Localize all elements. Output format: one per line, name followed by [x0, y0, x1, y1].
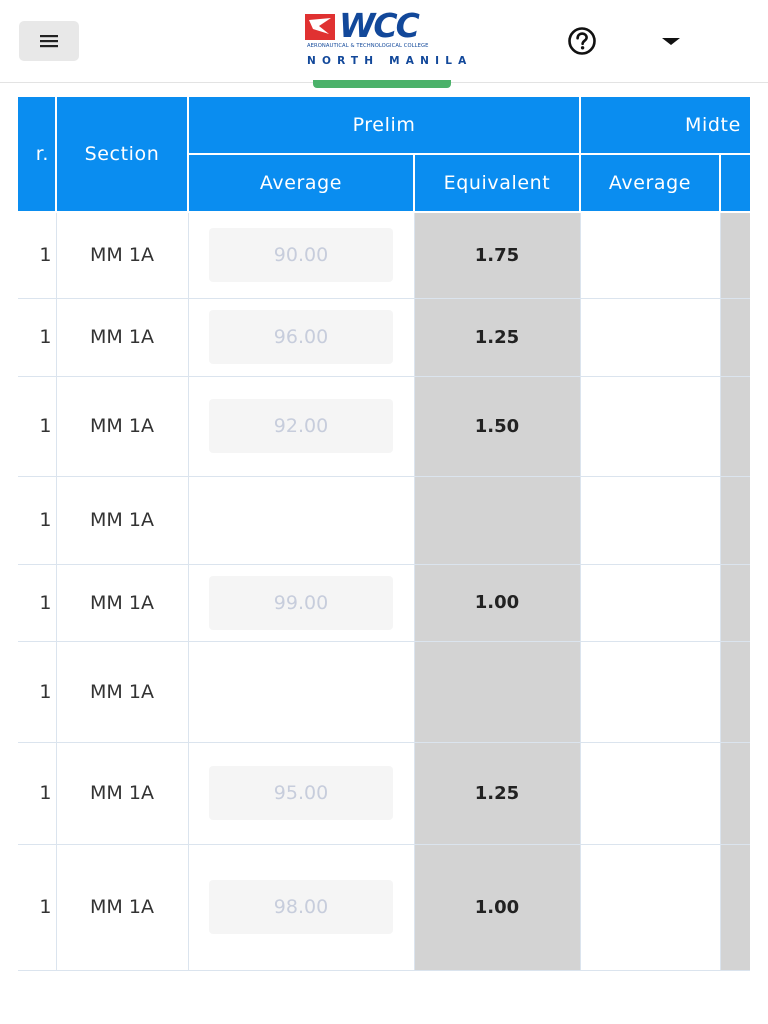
prelim-average-cell: [187, 640, 415, 743]
college-logo[interactable]: WCC AERONAUTICAL & TECHNOLOGICAL COLLEGE…: [305, 6, 477, 70]
midterm-average-cell: [579, 640, 721, 743]
help-circle-icon[interactable]: [566, 27, 598, 55]
section-cell: MM 1A: [55, 211, 189, 299]
prelim-average-cell: 92.00: [187, 375, 415, 477]
prelim-average-field[interactable]: 90.00: [209, 228, 393, 283]
column-header-prelim: Prelim: [187, 95, 581, 155]
section-cell: MM 1A: [55, 843, 189, 971]
midterm-equivalent-cell: [719, 297, 750, 377]
section-cell: MM 1A: [55, 741, 189, 845]
table-row: 1 MM 1A 96.00 1.25: [18, 297, 750, 377]
prelim-average-cell: 96.00: [187, 297, 415, 377]
prelim-average-cell: [187, 475, 415, 565]
table-row: 1 MM 1A 99.00 1.00: [18, 563, 750, 642]
year-cell: 1: [18, 297, 57, 377]
prelim-average-cell: 99.00: [187, 563, 415, 642]
top-navbar: WCC AERONAUTICAL & TECHNOLOGICAL COLLEGE…: [0, 0, 768, 83]
logo-campus: NORTH MANILA: [307, 55, 473, 67]
year-cell: 1: [18, 563, 57, 642]
midterm-average-cell: [579, 843, 721, 971]
active-tab-indicator[interactable]: [313, 80, 451, 88]
table-row: 1 MM 1A: [18, 640, 750, 743]
column-header-prelim-average: Average: [187, 153, 415, 213]
prelim-average-field[interactable]: 96.00: [209, 310, 393, 364]
section-cell: MM 1A: [55, 297, 189, 377]
table-row: 1 MM 1A 95.00 1.25: [18, 741, 750, 845]
column-header-section: Section: [55, 95, 189, 213]
section-cell: MM 1A: [55, 375, 189, 477]
prelim-average-field[interactable]: 99.00: [209, 575, 393, 630]
year-cell: 1: [18, 741, 57, 845]
midterm-equivalent-cell: [719, 640, 750, 743]
prelim-equivalent-cell: [413, 640, 581, 743]
logo-tagline: AERONAUTICAL & TECHNOLOGICAL COLLEGE: [307, 43, 429, 49]
section-cell: MM 1A: [55, 640, 189, 743]
table-row: 1 MM 1A 92.00 1.50: [18, 375, 750, 477]
prelim-equivalent-cell: 1.50: [413, 375, 581, 477]
prelim-average-cell: 98.00: [187, 843, 415, 971]
prelim-average-cell: 90.00: [187, 211, 415, 299]
column-header-midterm-average: Average: [579, 153, 721, 213]
midterm-average-cell: [579, 563, 721, 642]
midterm-equivalent-cell: [719, 211, 750, 299]
midterm-average-cell: [579, 741, 721, 845]
prelim-average-field[interactable]: 98.00: [209, 880, 393, 934]
midterm-equivalent-cell: [719, 843, 750, 971]
prelim-equivalent-cell: 1.25: [413, 297, 581, 377]
prelim-equivalent-cell: 1.00: [413, 843, 581, 971]
column-header-midterm-equivalent: E: [719, 153, 750, 213]
table-row: 1 MM 1A: [18, 475, 750, 565]
column-header-prelim-equivalent: Equivalent: [413, 153, 581, 213]
midterm-equivalent-cell: [719, 375, 750, 477]
table-row: 1 MM 1A 98.00 1.00: [18, 843, 750, 971]
prelim-equivalent-cell: 1.25: [413, 741, 581, 845]
year-cell: 1: [18, 375, 57, 477]
year-cell: 1: [18, 640, 57, 743]
midterm-average-cell: [579, 211, 721, 299]
prelim-equivalent-cell: 1.00: [413, 563, 581, 642]
hamburger-menu-icon: [40, 35, 58, 48]
year-cell: 1: [18, 843, 57, 971]
column-header-yr: r.: [18, 95, 57, 213]
grades-table: r. Section Prelim Midte Average Equivale…: [18, 95, 750, 971]
caret-down-icon[interactable]: [661, 36, 681, 46]
prelim-equivalent-cell: [413, 475, 581, 565]
logo-brand-text: WCC: [339, 6, 420, 45]
midterm-equivalent-cell: [719, 741, 750, 845]
midterm-equivalent-cell: [719, 563, 750, 642]
section-cell: MM 1A: [55, 475, 189, 565]
prelim-average-field[interactable]: 95.00: [209, 766, 393, 820]
year-cell: 1: [18, 475, 57, 565]
column-header-midterm: Midte: [579, 95, 750, 155]
midterm-average-cell: [579, 297, 721, 377]
year-cell: 1: [18, 211, 57, 299]
midterm-average-cell: [579, 475, 721, 565]
prelim-equivalent-cell: 1.75: [413, 211, 581, 299]
bird-emblem-icon: [305, 14, 335, 40]
prelim-average-field[interactable]: 92.00: [209, 399, 393, 453]
table-row: 1 MM 1A 90.00 1.75: [18, 211, 750, 299]
midterm-average-cell: [579, 375, 721, 477]
midterm-equivalent-cell: [719, 475, 750, 565]
grades-table-container[interactable]: r. Section Prelim Midte Average Equivale…: [18, 95, 750, 971]
menu-button[interactable]: [19, 21, 79, 61]
prelim-average-cell: 95.00: [187, 741, 415, 845]
section-cell: MM 1A: [55, 563, 189, 642]
